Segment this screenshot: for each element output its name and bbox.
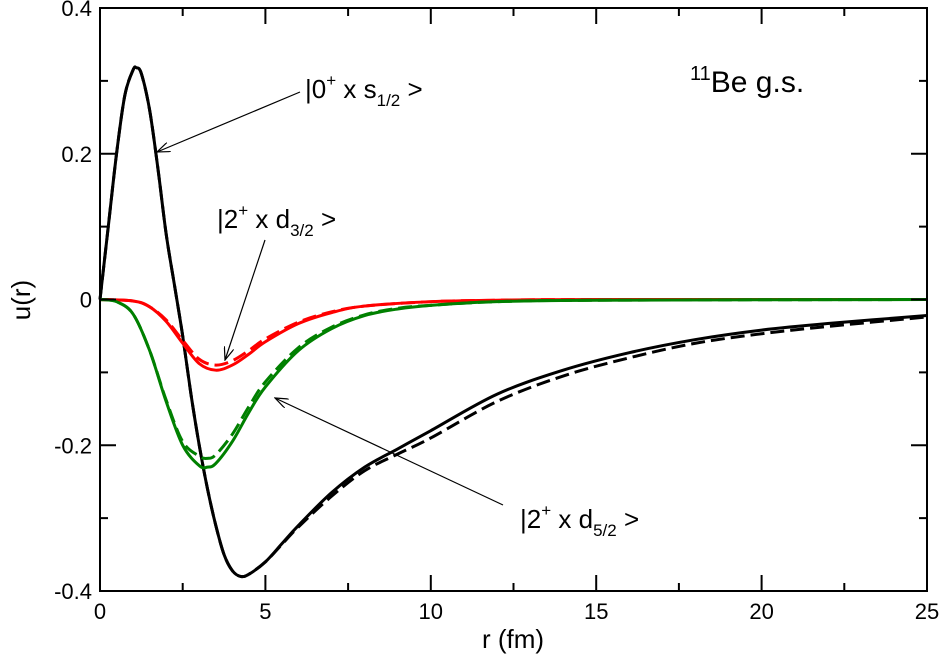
y-tick-label: -0.2 [54, 433, 92, 458]
series-line-1-dashed [98, 65, 928, 579]
y-tick-label: 0 [80, 288, 92, 313]
series-line-5-dashed [99, 298, 928, 461]
x-tick-label: 25 [915, 599, 939, 624]
series-line-0-solid [98, 65, 928, 579]
x-tick-label: 15 [584, 599, 608, 624]
annotation-arrow-d52 [275, 398, 504, 506]
axes: 0 5 10 15 20 25 -0.4 -0.2 0 0.2 0.4 [54, 0, 939, 624]
annotation-arrow-s12 [157, 91, 301, 152]
y-tick-label: 0.4 [61, 0, 92, 21]
series-line-2-solid [99, 297, 928, 372]
annotation-arrow-d32 [225, 239, 266, 360]
nucleus-label: 11Be g.s. [690, 63, 804, 99]
annotation-s12: |0+ x s1/2 > [305, 71, 423, 110]
x-tick-label: 0 [94, 599, 106, 624]
series-line-3-dashed [99, 297, 928, 367]
curves [98, 65, 928, 579]
y-axis-label: u(r) [6, 280, 36, 320]
x-tick-label: 5 [259, 599, 271, 624]
annotation-d32: |2+ x d3/2 > [217, 201, 336, 240]
series-line-4-solid [99, 298, 928, 470]
x-axis-label: r (fm) [482, 624, 544, 654]
y-tick-label: 0.2 [61, 142, 92, 167]
x-tick-label: 20 [749, 599, 773, 624]
x-tick-label: 10 [419, 599, 443, 624]
annotation-d52: |2+ x d5/2 > [520, 501, 639, 540]
y-tick-label: -0.4 [54, 579, 92, 604]
annotations: |0+ x s1/2 > |2+ x d3/2 > |2+ x d5/2 > 11Be… [157, 63, 804, 540]
